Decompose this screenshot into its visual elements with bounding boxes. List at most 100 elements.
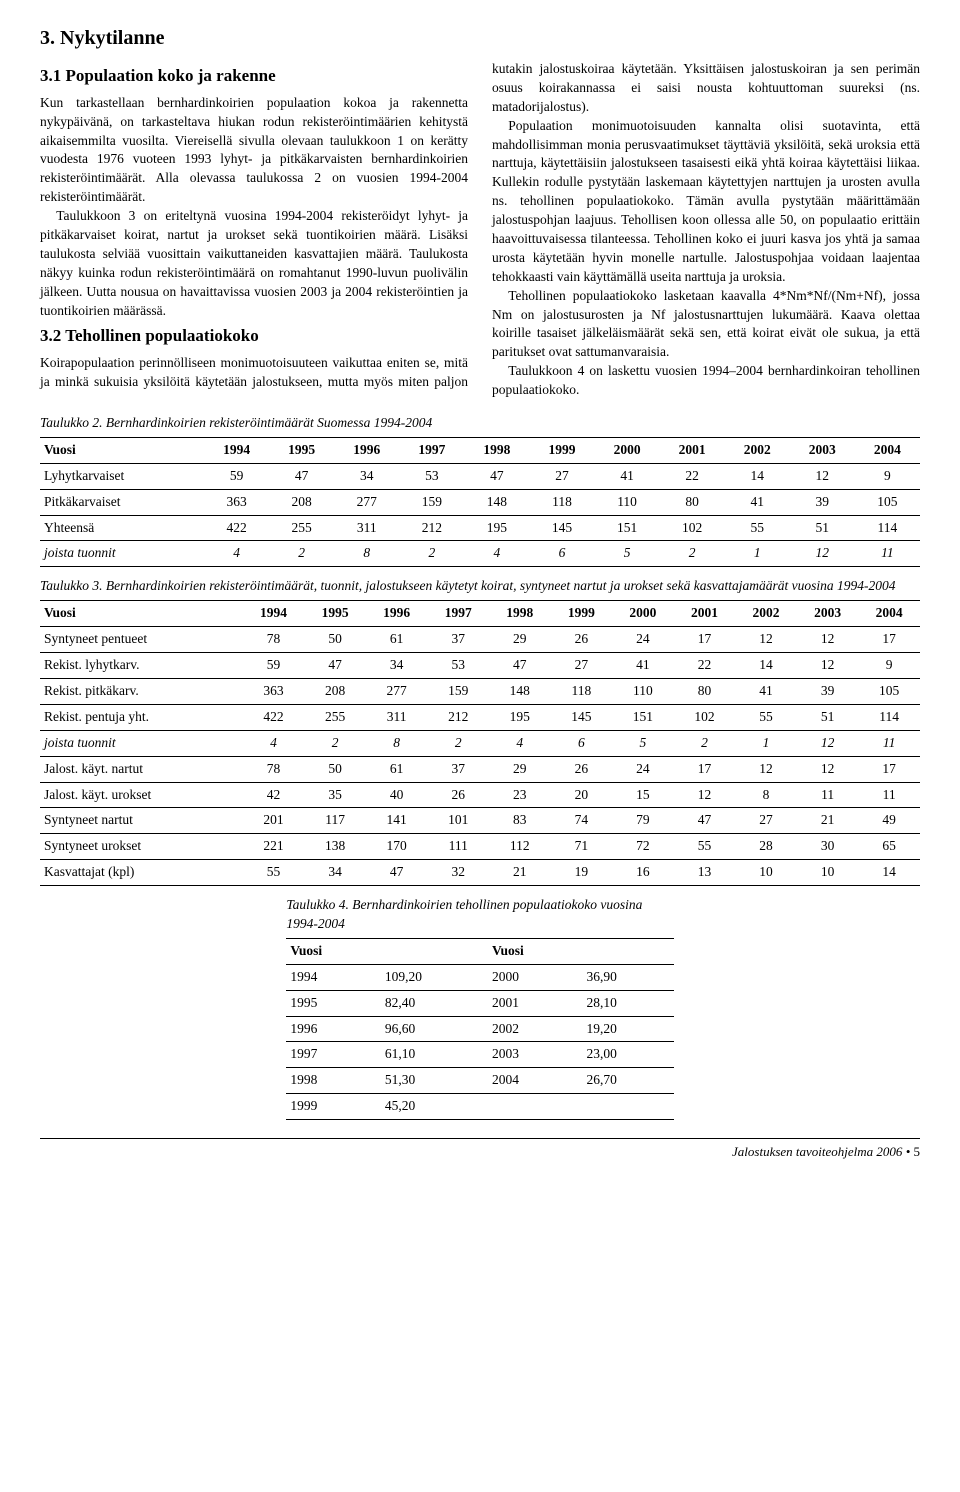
table-cell: 82,40 xyxy=(381,990,488,1016)
table-cell: 41 xyxy=(725,489,790,515)
table-cell: 50 xyxy=(304,627,366,653)
table-cell: 12 xyxy=(790,463,855,489)
table-cell: 80 xyxy=(674,678,736,704)
table3-caption: Taulukko 3. Bernhardinkoirien rekisteröi… xyxy=(40,577,920,596)
table-cell: 28 xyxy=(735,834,797,860)
table-header-cell: 1998 xyxy=(464,437,529,463)
table-header-cell: Vuosi xyxy=(286,938,380,964)
table-row-label: Pitkäkarvaiset xyxy=(40,489,204,515)
table2-caption: Taulukko 2. Bernhardinkoirien rekisteröi… xyxy=(40,414,920,433)
table-cell: 30 xyxy=(797,834,859,860)
table-cell: 36,90 xyxy=(582,964,673,990)
table-cell: 50 xyxy=(304,756,366,782)
table-cell: 8 xyxy=(735,782,797,808)
table-cell: 12 xyxy=(797,730,859,756)
table-cell: 11 xyxy=(855,541,920,567)
table-cell: 40 xyxy=(366,782,428,808)
table-cell: 4 xyxy=(243,730,305,756)
table-cell: 9 xyxy=(858,653,920,679)
table-cell: 65 xyxy=(858,834,920,860)
table-row-label: Rekist. pitkäkarv. xyxy=(40,678,243,704)
table-cell: 26 xyxy=(551,627,613,653)
table-cell: 41 xyxy=(735,678,797,704)
table-cell: 78 xyxy=(243,756,305,782)
table-header-cell: 2004 xyxy=(855,437,920,463)
table-header-cell: 2003 xyxy=(797,601,859,627)
table-cell: 19,20 xyxy=(582,1016,673,1042)
table-cell: 79 xyxy=(612,808,674,834)
page-footer: Jalostuksen tavoiteohjelma 2006 • 5 xyxy=(40,1138,920,1161)
table-cell: 118 xyxy=(551,678,613,704)
table-cell: 41 xyxy=(612,653,674,679)
table-cell: 11 xyxy=(858,730,920,756)
table-4: VuosiVuosi1994109,20200036,90199582,4020… xyxy=(286,938,673,1120)
table-cell: 2003 xyxy=(488,1042,582,1068)
table-cell: 363 xyxy=(204,489,269,515)
table-cell: 53 xyxy=(399,463,464,489)
table-cell: 12 xyxy=(790,541,855,567)
table-cell: 4 xyxy=(464,541,529,567)
table-cell: 14 xyxy=(735,653,797,679)
table-cell: 17 xyxy=(858,756,920,782)
table-cell: 5 xyxy=(612,730,674,756)
table-cell: 422 xyxy=(204,515,269,541)
table-header-cell: 2002 xyxy=(725,437,790,463)
table-header-cell: 2001 xyxy=(674,601,736,627)
table-cell: 24 xyxy=(612,756,674,782)
table-cell: 14 xyxy=(725,463,790,489)
table-cell: 5 xyxy=(595,541,660,567)
table-cell: 37 xyxy=(427,627,489,653)
table-cell: 78 xyxy=(243,627,305,653)
table-cell: 8 xyxy=(334,541,399,567)
table-cell: 4 xyxy=(204,541,269,567)
table-row-label: Rekist. pentuja yht. xyxy=(40,704,243,730)
table-cell: 1 xyxy=(735,730,797,756)
table-cell: 12 xyxy=(797,756,859,782)
paragraph: Taulukkoon 3 on eriteltynä vuosina 1994-… xyxy=(40,207,468,320)
table-cell: 34 xyxy=(334,463,399,489)
table-cell: 15 xyxy=(612,782,674,808)
table-row-label: Syntyneet pentueet xyxy=(40,627,243,653)
table-cell: 51 xyxy=(797,704,859,730)
table-cell: 10 xyxy=(797,860,859,886)
table-cell: 83 xyxy=(489,808,551,834)
table-cell: 74 xyxy=(551,808,613,834)
table-cell: 26,70 xyxy=(582,1068,673,1094)
table-cell: 148 xyxy=(464,489,529,515)
table-cell: 2 xyxy=(304,730,366,756)
table-header-cell: 2000 xyxy=(595,437,660,463)
table-cell: 26 xyxy=(551,756,613,782)
table-cell: 112 xyxy=(489,834,551,860)
table4-caption: Taulukko 4. Bernhardinkoirien tehollinen… xyxy=(286,896,673,934)
table-cell: 212 xyxy=(427,704,489,730)
table-cell: 28,10 xyxy=(582,990,673,1016)
table-cell: 141 xyxy=(366,808,428,834)
table-cell: 2000 xyxy=(488,964,582,990)
table-cell: 2002 xyxy=(488,1016,582,1042)
table-cell: 23,00 xyxy=(582,1042,673,1068)
table-cell: 105 xyxy=(858,678,920,704)
table-cell: 1994 xyxy=(286,964,380,990)
table-3: Vuosi19941995199619971998199920002001200… xyxy=(40,600,920,886)
table-cell: 17 xyxy=(674,756,736,782)
table-cell: 102 xyxy=(660,515,725,541)
table-row-label: Yhteensä xyxy=(40,515,204,541)
table-cell: 34 xyxy=(304,860,366,886)
table-cell: 16 xyxy=(612,860,674,886)
table-cell: 45,20 xyxy=(381,1094,488,1120)
table-cell: 55 xyxy=(725,515,790,541)
table-cell: 159 xyxy=(399,489,464,515)
table-cell: 363 xyxy=(243,678,305,704)
table-cell: 12 xyxy=(735,756,797,782)
table-cell: 277 xyxy=(366,678,428,704)
page-number: 5 xyxy=(914,1144,921,1159)
table-cell: 277 xyxy=(334,489,399,515)
table-cell: 17 xyxy=(858,627,920,653)
table-header-cell: 1999 xyxy=(551,601,613,627)
table-cell: 12 xyxy=(797,627,859,653)
table-cell: 6 xyxy=(551,730,613,756)
table-cell: 208 xyxy=(269,489,334,515)
table-header-cell xyxy=(582,938,673,964)
table-cell: 39 xyxy=(797,678,859,704)
table-cell: 27 xyxy=(735,808,797,834)
